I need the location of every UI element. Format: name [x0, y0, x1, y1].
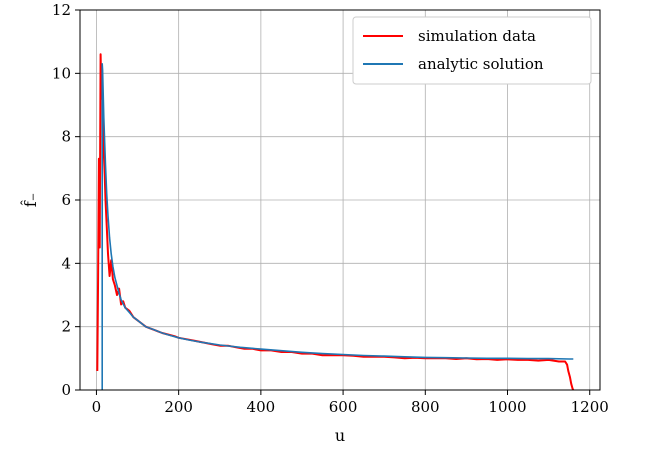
x-tick-label: 1200 [571, 398, 609, 416]
x-tick-label: 200 [164, 398, 193, 416]
series-layer [96, 53, 575, 391]
y-tick-label: 0 [61, 381, 71, 399]
legend: simulation data analytic solution [352, 16, 592, 85]
x-tick-label: 400 [247, 398, 276, 416]
y-tick-label: 12 [52, 1, 71, 19]
x-tick-label: 800 [411, 398, 440, 416]
x-tick-label: 0 [92, 398, 102, 416]
x-tick-label: 1000 [488, 398, 526, 416]
x-axis-label: u [335, 426, 345, 445]
y-axis-label: f̂₋ [21, 193, 40, 207]
x-tick-label: 600 [329, 398, 358, 416]
y-tick-label: 10 [52, 64, 71, 82]
y-tick-label: 4 [61, 254, 71, 272]
legend-label-simulation-data: simulation data [418, 27, 536, 45]
ticks: 0 200 400 600 800 1000 1200 0 2 4 6 8 10 12 [52, 1, 609, 416]
legend-label-analytic-solution: analytic solution [418, 55, 544, 73]
legend-box [352, 16, 592, 85]
y-tick-label: 2 [61, 318, 71, 336]
series-line-analytic-solution [101, 63, 574, 390]
y-tick-label: 8 [61, 128, 71, 146]
y-tick-label: 6 [61, 191, 71, 209]
